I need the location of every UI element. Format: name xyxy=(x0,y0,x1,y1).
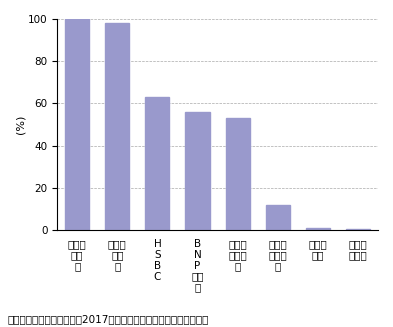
Text: 資料：トムソンロイター（2017年５月時点）から経済産業省作成。: 資料：トムソンロイター（2017年５月時点）から経済産業省作成。 xyxy=(8,314,209,324)
Bar xyxy=(266,205,290,230)
Bar xyxy=(65,19,89,230)
Y-axis label: (%): (%) xyxy=(15,115,25,134)
Bar xyxy=(346,229,370,230)
Bar xyxy=(185,112,209,230)
Bar xyxy=(306,228,330,230)
Bar xyxy=(145,97,169,230)
Bar xyxy=(226,118,250,230)
Bar xyxy=(105,23,129,230)
